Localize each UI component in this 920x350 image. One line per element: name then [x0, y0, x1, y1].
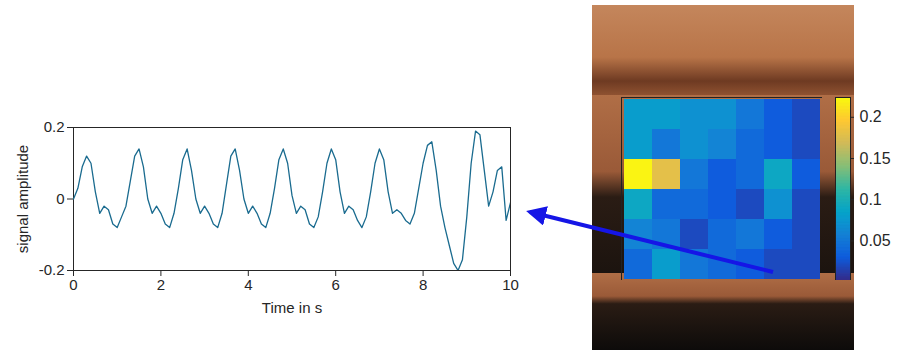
svg-text:10: 10: [502, 276, 519, 293]
svg-text:Time in s: Time in s: [262, 299, 322, 316]
svg-text:0: 0: [56, 190, 64, 207]
svg-text:6: 6: [332, 276, 340, 293]
svg-text:0.15: 0.15: [860, 150, 891, 167]
svg-text:2: 2: [157, 276, 165, 293]
svg-text:0.2: 0.2: [44, 118, 65, 135]
svg-text:signal amplitude: signal amplitude: [14, 145, 31, 253]
svg-text:0: 0: [69, 276, 77, 293]
svg-text:8: 8: [419, 276, 427, 293]
svg-text:0.1: 0.1: [860, 191, 882, 208]
svg-text:-0.2: -0.2: [39, 261, 65, 278]
svg-text:4: 4: [244, 276, 252, 293]
svg-text:0.05: 0.05: [860, 232, 891, 249]
svg-text:0.2: 0.2: [860, 108, 882, 125]
